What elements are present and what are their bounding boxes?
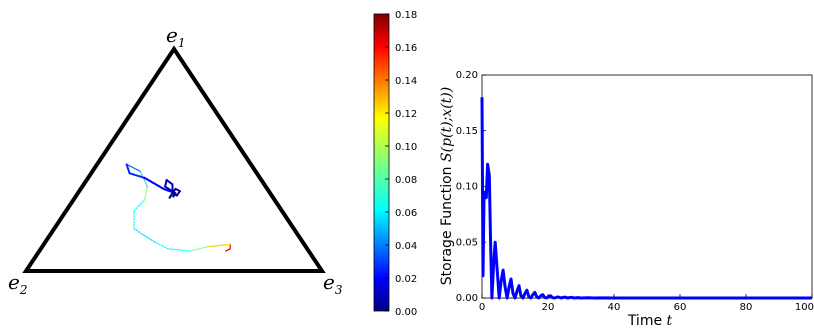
x-tick-label: 20 <box>542 302 555 313</box>
y-tick-label: 0.00 <box>456 293 478 304</box>
colorbar-tick-label: 0.00 <box>395 307 417 318</box>
trajectory-segment <box>167 248 191 252</box>
colorbar-tick-label: 0.14 <box>395 76 417 87</box>
colorbar-gradient <box>373 13 390 312</box>
trajectory-segment <box>165 179 174 186</box>
trajectory-segment <box>128 172 146 179</box>
colorbar-tick-label: 0.12 <box>395 109 417 120</box>
storage-function-line <box>480 97 812 300</box>
vertex-label-e3: e3 <box>323 270 343 297</box>
colorbar: 0.00 0.02 0.04 0.06 0.08 0.10 0.12 0.14 0.16 0.18 <box>373 10 417 318</box>
y-tick-label: 0.20 <box>456 70 478 81</box>
colorbar-tick-label: 0.02 <box>395 274 417 285</box>
x-tick-label: 80 <box>740 302 753 313</box>
x-tick-label: 100 <box>795 302 814 313</box>
trajectory-segment <box>225 248 231 252</box>
storage-plot: 0 20 40 60 80 100 0.00 0.05 0.10 0.15 0.20 Time t… <box>439 70 814 329</box>
y-tick-label: 0.15 <box>456 126 478 137</box>
trajectory-segment <box>154 241 169 250</box>
trajectory-segment <box>172 194 175 198</box>
trajectory-segment <box>125 163 131 175</box>
trajectory <box>125 163 231 252</box>
trajectory-segment <box>133 199 145 212</box>
colorbar-tick-label: 0.08 <box>395 175 417 186</box>
vertex-label-e2: e2 <box>8 270 27 297</box>
trajectory-segment <box>189 246 209 252</box>
colorbar-tick-label: 0.18 <box>395 10 417 21</box>
vertex-label-e1: e1 <box>166 23 185 50</box>
trajectory-segment <box>133 228 156 243</box>
colorbar-tick-label: 0.16 <box>395 43 417 54</box>
trajectory-segment <box>139 170 148 188</box>
y-tick-label: 0.10 <box>456 182 478 193</box>
trajectory-segment <box>207 243 231 248</box>
plot-frame <box>481 74 813 299</box>
simplex-triangle <box>22 45 326 273</box>
simplex-panel: e1 e2 e3 <box>8 23 343 297</box>
x-axis-title: Time t <box>627 313 673 329</box>
x-tick-label: 0 <box>479 302 485 313</box>
x-tick-label: 40 <box>608 302 621 313</box>
x-tick-label: 60 <box>674 302 687 313</box>
trajectory-segment <box>143 176 165 190</box>
colorbar-tick-label: 0.10 <box>395 142 417 153</box>
colorbar-tick-label: 0.04 <box>395 241 417 252</box>
y-tick-label: 0.05 <box>456 237 478 248</box>
colorbar-ticks: 0.00 0.02 0.04 0.06 0.08 0.10 0.12 0.14 0.16 0.18 <box>385 10 417 318</box>
y-axis-title: Storage Function S(p(t);x(t)) <box>439 87 455 285</box>
trajectory-segment <box>143 186 148 201</box>
trajectory-segment <box>164 179 168 188</box>
colorbar-tick-label: 0.06 <box>395 208 417 219</box>
trajectory-segment <box>125 163 141 172</box>
